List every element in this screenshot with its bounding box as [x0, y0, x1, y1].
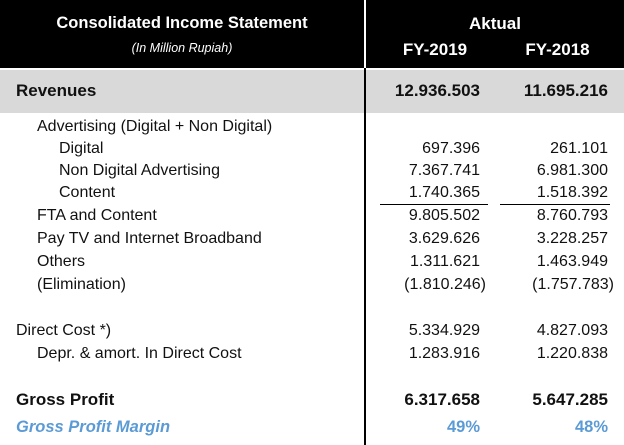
revenues-band-left — [0, 70, 364, 113]
digital-fy2018: 261.101 — [550, 140, 608, 157]
paytv-fy2019: 3.629.626 — [408, 230, 480, 247]
digital-label: Digital — [59, 140, 104, 157]
subtotal-underline-2019 — [380, 204, 488, 205]
header-left-band — [0, 0, 364, 68]
direct-cost-fy2019: 5.334.929 — [408, 322, 480, 339]
header-bottom-line — [0, 68, 624, 70]
depr-fy2018: 1.220.838 — [536, 345, 608, 362]
header-right-band — [366, 0, 624, 68]
digital-fy2019: 697.396 — [422, 140, 480, 157]
direct-cost-label: Direct Cost *) — [16, 322, 112, 339]
gross-profit-fy2019: 6.317.658 — [404, 390, 480, 409]
elimination-label: (Elimination) — [37, 276, 126, 293]
gross-profit-label: Gross Profit — [16, 390, 115, 409]
fta-fy2019: 9.805.502 — [408, 207, 480, 224]
gpm-label: Gross Profit Margin — [16, 418, 171, 436]
others-fy2018: 1.463.949 — [536, 253, 608, 270]
gross-profit-fy2018: 5.647.285 — [532, 390, 608, 409]
fta-label: FTA and Content — [37, 207, 157, 224]
column-divider — [364, 68, 366, 445]
revenues-band-right — [366, 70, 624, 113]
content-label: Content — [59, 184, 116, 201]
col-fy2019: FY-2019 — [402, 40, 468, 59]
content-fy2018: 1.518.392 — [536, 184, 608, 201]
advertising-label: Advertising (Digital + Non Digital) — [37, 118, 273, 135]
non-digital-fy2018: 6.981.300 — [536, 162, 608, 179]
statement-title: Consolidated Income Statement — [56, 14, 308, 32]
gpm-fy2018: 48% — [574, 418, 608, 436]
non-digital-fy2019: 7.367.741 — [408, 162, 480, 179]
subtotal-underline-2018 — [500, 204, 610, 205]
paytv-fy2018: 3.228.257 — [536, 230, 608, 247]
paytv-label: Pay TV and Internet Broadband — [37, 230, 262, 247]
direct-cost-fy2018: 4.827.093 — [536, 322, 608, 339]
revenues-fy2019: 12.936.503 — [394, 81, 480, 100]
non-digital-label: Non Digital Advertising — [59, 162, 220, 179]
revenues-label: Revenues — [16, 81, 97, 100]
gpm-fy2019: 49% — [446, 418, 480, 436]
col-fy2018: FY-2018 — [525, 40, 590, 59]
fta-fy2018: 8.760.793 — [536, 207, 608, 224]
header-divider — [364, 0, 366, 68]
aktual-label: Aktual — [469, 14, 521, 33]
others-label: Others — [37, 253, 86, 270]
revenues-fy2018: 11.695.216 — [523, 81, 608, 100]
elimination-fy2019: (1.810.246) — [404, 276, 486, 293]
depr-label: Depr. & amort. In Direct Cost — [37, 345, 242, 362]
statement-subtitle: (In Million Rupiah) — [131, 41, 233, 55]
depr-fy2019: 1.283.916 — [408, 345, 480, 362]
others-fy2019: 1.311.621 — [410, 253, 480, 270]
elimination-fy2018: (1.757.783) — [532, 276, 614, 293]
content-fy2019: 1.740.365 — [408, 184, 480, 201]
